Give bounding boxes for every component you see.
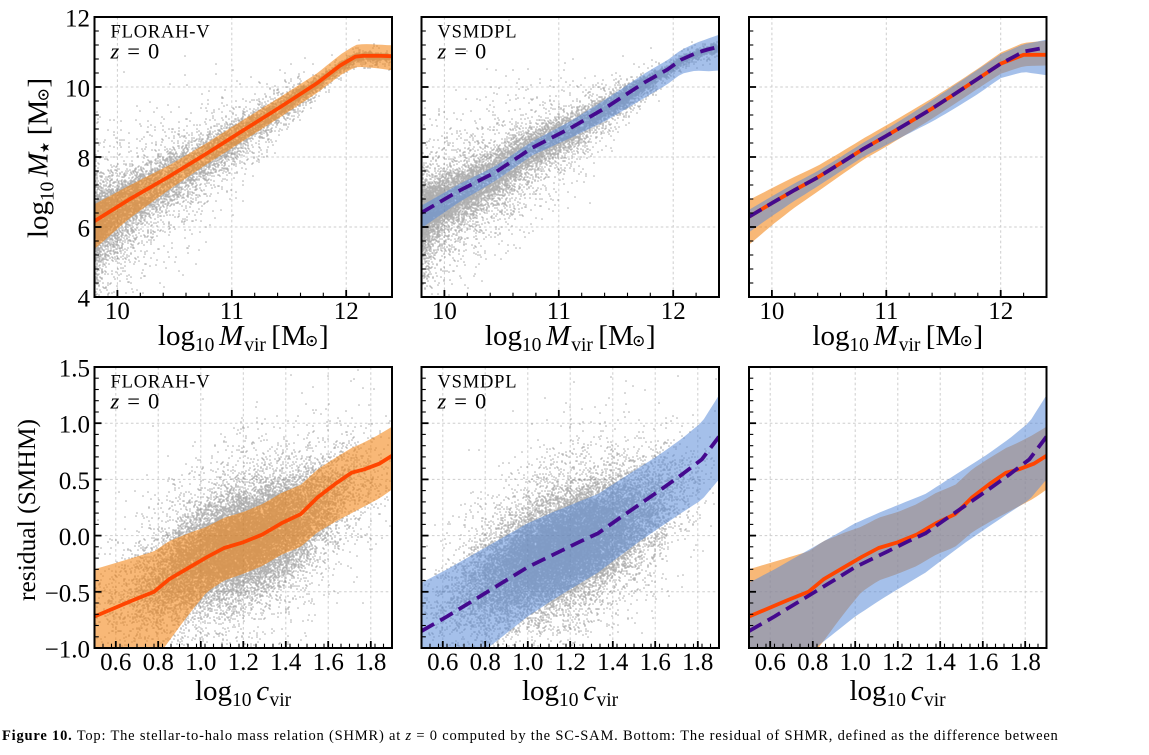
svg-text:0.0: 0.0 bbox=[59, 524, 90, 551]
svg-text:1.4: 1.4 bbox=[925, 649, 957, 676]
svg-text:10: 10 bbox=[849, 335, 869, 356]
svg-text:6: 6 bbox=[78, 216, 91, 243]
svg-text:10: 10 bbox=[432, 298, 457, 325]
svg-text:c: c bbox=[583, 675, 596, 707]
svg-text:M: M bbox=[545, 320, 572, 352]
svg-text:1.4: 1.4 bbox=[270, 649, 302, 676]
svg-text:1.8: 1.8 bbox=[1010, 649, 1041, 676]
svg-text:vir: vir bbox=[899, 335, 921, 356]
svg-text:vir: vir bbox=[244, 335, 266, 356]
svg-text:4: 4 bbox=[78, 286, 91, 313]
svg-text:1.0: 1.0 bbox=[512, 649, 543, 676]
svg-text:log: log bbox=[195, 675, 232, 707]
svg-text:12: 12 bbox=[988, 298, 1013, 325]
svg-text:FLORAH-V: FLORAH-V bbox=[111, 373, 211, 393]
svg-text:8: 8 bbox=[78, 146, 91, 173]
svg-text:1.0: 1.0 bbox=[59, 412, 90, 439]
svg-text:residual (SMHM): residual (SMHM) bbox=[12, 419, 41, 601]
svg-text:vir: vir bbox=[571, 335, 593, 356]
svg-text:0.6: 0.6 bbox=[100, 649, 131, 676]
svg-text:FLORAH-V: FLORAH-V bbox=[111, 23, 211, 43]
svg-text:10: 10 bbox=[559, 690, 579, 711]
svg-text:log: log bbox=[23, 201, 55, 238]
svg-text:10: 10 bbox=[38, 182, 59, 202]
svg-text:12: 12 bbox=[661, 298, 686, 325]
svg-text:z = 0: z = 0 bbox=[437, 39, 488, 64]
svg-text:vir: vir bbox=[270, 690, 292, 711]
svg-text:1.2: 1.2 bbox=[882, 649, 913, 676]
svg-text:10: 10 bbox=[65, 76, 90, 103]
svg-text:[M: [M bbox=[23, 100, 55, 135]
svg-text:10: 10 bbox=[195, 335, 215, 356]
svg-text:12: 12 bbox=[65, 6, 90, 33]
svg-text:log: log bbox=[850, 675, 887, 707]
svg-text:0.8: 0.8 bbox=[143, 649, 174, 676]
svg-text:1.4: 1.4 bbox=[597, 649, 629, 676]
svg-text:1.8: 1.8 bbox=[355, 649, 386, 676]
svg-text:10: 10 bbox=[522, 335, 542, 356]
svg-text:c: c bbox=[911, 675, 924, 707]
svg-text:1.0: 1.0 bbox=[840, 649, 871, 676]
svg-text:−1.0: −1.0 bbox=[45, 637, 90, 664]
svg-text:0.6: 0.6 bbox=[427, 649, 458, 676]
svg-text:[M: [M bbox=[271, 320, 306, 352]
svg-text:1.2: 1.2 bbox=[555, 649, 586, 676]
svg-text:log: log bbox=[485, 320, 522, 352]
svg-text:z = 0: z = 0 bbox=[110, 39, 161, 64]
svg-text:10: 10 bbox=[232, 690, 252, 711]
svg-text:1.6: 1.6 bbox=[640, 649, 671, 676]
svg-text:0.8: 0.8 bbox=[470, 649, 501, 676]
svg-text:10: 10 bbox=[759, 298, 784, 325]
svg-text:log: log bbox=[522, 675, 559, 707]
svg-text:log: log bbox=[158, 320, 195, 352]
svg-text:11: 11 bbox=[874, 298, 898, 325]
svg-text:]: ] bbox=[646, 320, 656, 352]
svg-text:1.6: 1.6 bbox=[967, 649, 998, 676]
svg-text:1.0: 1.0 bbox=[185, 649, 216, 676]
svg-text:10: 10 bbox=[105, 298, 130, 325]
svg-text:M: M bbox=[23, 151, 55, 178]
svg-text:z = 0: z = 0 bbox=[437, 389, 488, 414]
svg-text:M: M bbox=[218, 320, 245, 352]
svg-text:1.6: 1.6 bbox=[313, 649, 344, 676]
svg-text:Figure 10. Top: The stellar-to: Figure 10. Top: The stellar-to-halo mass… bbox=[2, 728, 1059, 744]
svg-text:c: c bbox=[256, 675, 269, 707]
svg-text:11: 11 bbox=[220, 298, 244, 325]
svg-text:VSMDPL: VSMDPL bbox=[438, 373, 518, 393]
svg-text:1.8: 1.8 bbox=[682, 649, 713, 676]
svg-text:]: ] bbox=[974, 320, 984, 352]
svg-text:−0.5: −0.5 bbox=[45, 580, 90, 607]
svg-text:[M: [M bbox=[598, 320, 633, 352]
svg-text:log: log bbox=[812, 320, 849, 352]
svg-text:vir: vir bbox=[597, 690, 619, 711]
svg-text:vir: vir bbox=[924, 690, 946, 711]
svg-text:1.5: 1.5 bbox=[59, 356, 90, 383]
svg-text:]: ] bbox=[319, 320, 329, 352]
svg-text:0.6: 0.6 bbox=[755, 649, 786, 676]
svg-text:z = 0: z = 0 bbox=[110, 389, 161, 414]
svg-text:VSMDPL: VSMDPL bbox=[438, 23, 518, 43]
svg-text:M: M bbox=[873, 320, 900, 352]
svg-text:[M: [M bbox=[926, 320, 961, 352]
svg-text:1.2: 1.2 bbox=[228, 649, 259, 676]
svg-text:0.8: 0.8 bbox=[797, 649, 828, 676]
svg-text:11: 11 bbox=[547, 298, 571, 325]
svg-text:12: 12 bbox=[334, 298, 359, 325]
svg-text:]: ] bbox=[23, 78, 55, 88]
svg-text:0.5: 0.5 bbox=[59, 468, 90, 495]
svg-text:10: 10 bbox=[887, 690, 907, 711]
